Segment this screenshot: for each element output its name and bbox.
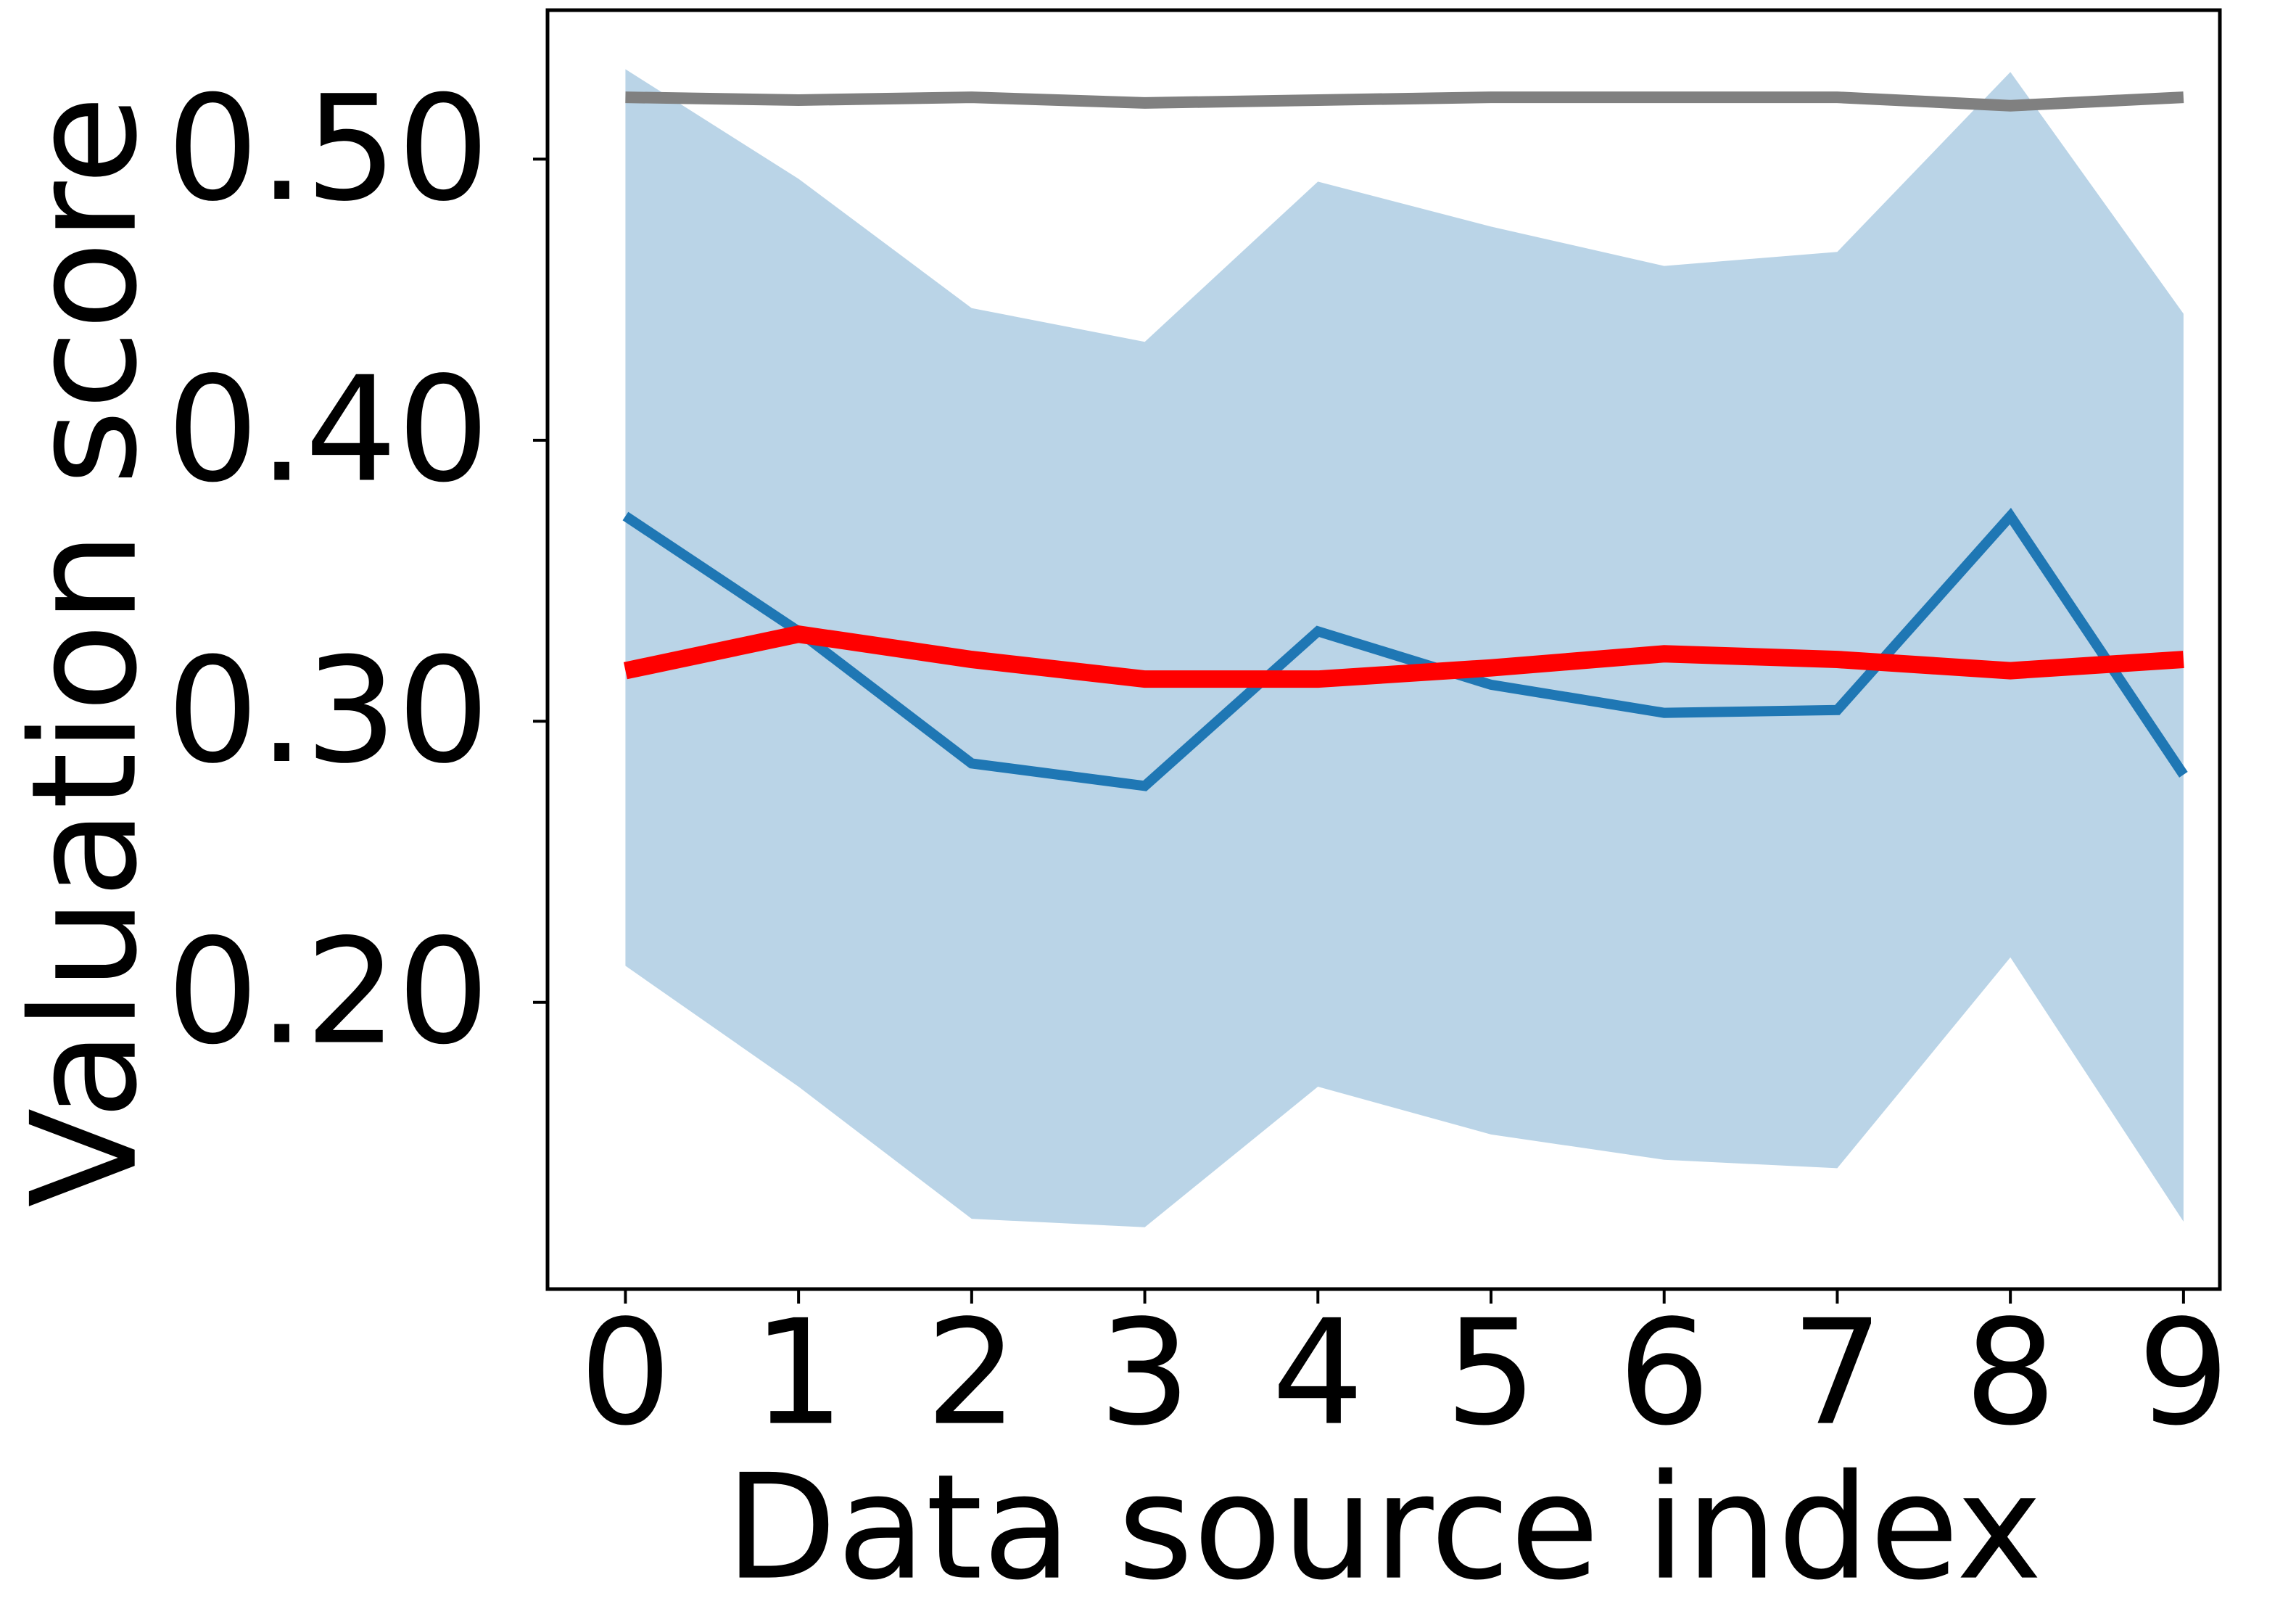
x-tick-label: 9 bbox=[2137, 1289, 2229, 1458]
y-axis-label: Valuation score bbox=[1, 96, 170, 1208]
x-tick-label: 0 bbox=[579, 1289, 672, 1458]
x-tick-label: 3 bbox=[1099, 1289, 1191, 1458]
y-tick-label: 0.30 bbox=[167, 627, 490, 796]
x-tick-label: 7 bbox=[1791, 1289, 1883, 1458]
series-line bbox=[623, 625, 2184, 688]
series-line bbox=[625, 91, 2184, 112]
plot-frame bbox=[545, 8, 2222, 1291]
band bbox=[625, 69, 2184, 1227]
y-tick-label: 0.20 bbox=[167, 907, 490, 1077]
x-tick-label: 1 bbox=[753, 1289, 845, 1458]
y-tick-label: 0.40 bbox=[167, 346, 490, 515]
x-tick-label: 6 bbox=[1618, 1289, 1710, 1458]
y-tick-label: 0.50 bbox=[167, 65, 490, 234]
x-tick-label: 2 bbox=[925, 1289, 1017, 1458]
x-axis-label: Data source index bbox=[725, 1444, 2042, 1601]
x-tick-label: 8 bbox=[1965, 1289, 2057, 1458]
series-line bbox=[622, 508, 2188, 791]
x-tick-label: 5 bbox=[1445, 1289, 1537, 1458]
x-tick-label: 4 bbox=[1272, 1289, 1364, 1458]
